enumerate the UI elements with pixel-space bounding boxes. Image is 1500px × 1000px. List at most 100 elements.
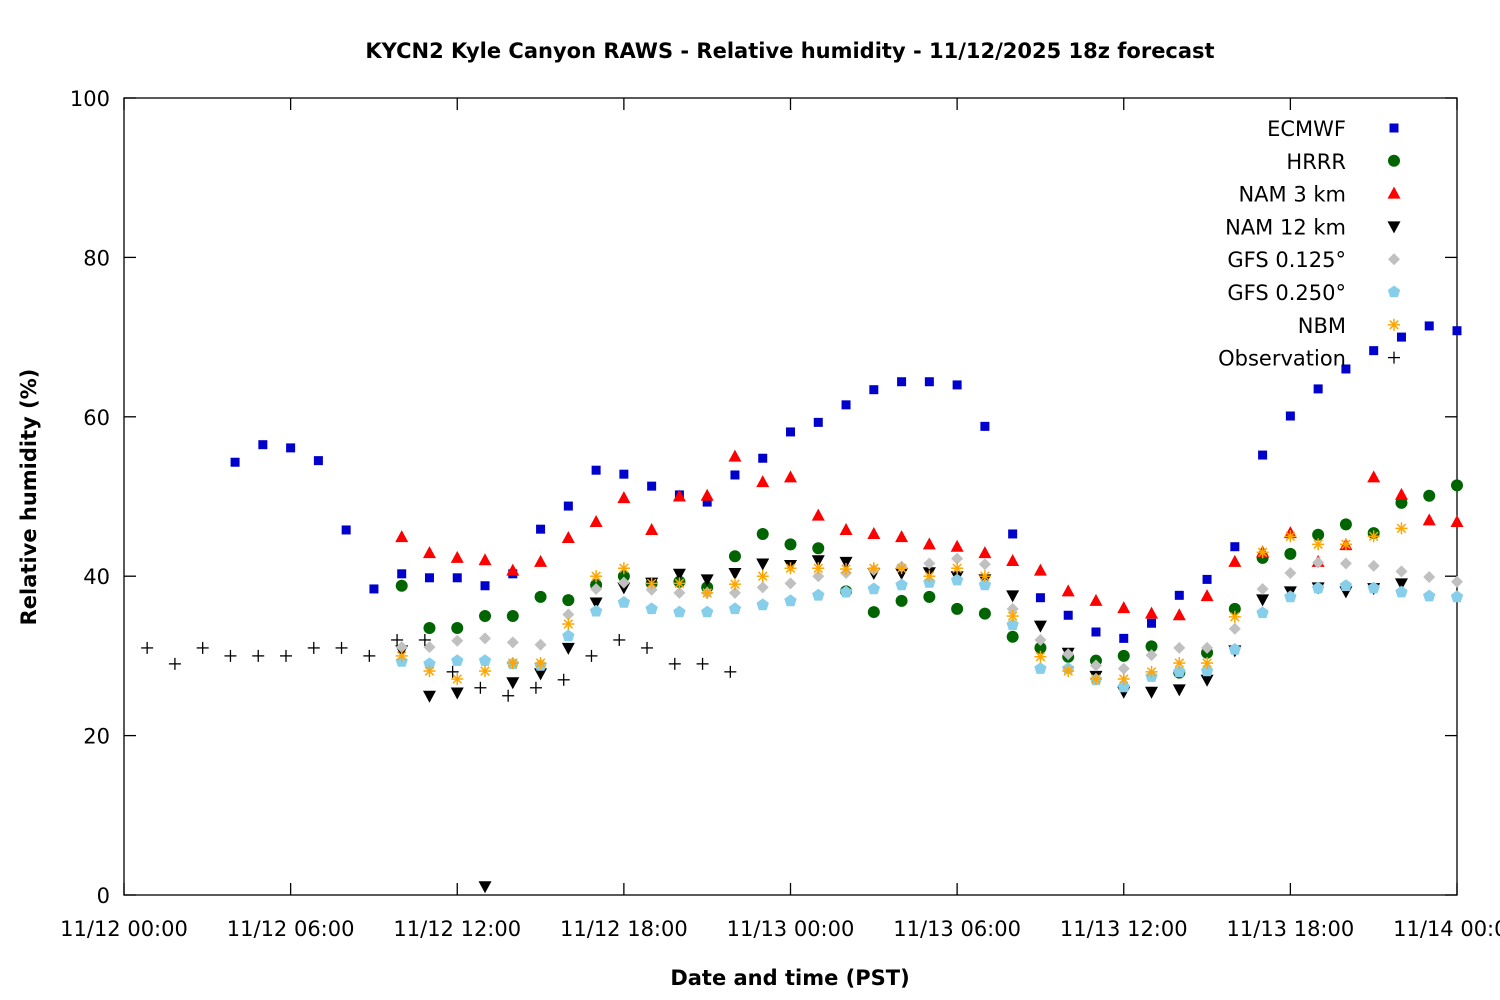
data-point-observation: [224, 649, 237, 662]
data-point-ecmwf: [369, 584, 379, 594]
data-point-nam-3-km: [867, 526, 881, 539]
data-point-ecmwf: [786, 427, 795, 437]
chart-title: KYCN2 Kyle Canyon RAWS - Relative humidi…: [365, 39, 1214, 63]
y-tick-label: 20: [83, 725, 110, 749]
data-point-gfs-0-125: [1173, 641, 1186, 654]
data-point-observation: [141, 641, 154, 654]
data-point-nbm: [1339, 538, 1352, 551]
data-point-gfs-0-125: [1395, 565, 1408, 578]
data-point-observation: [168, 657, 181, 670]
data-point-hrrr: [895, 594, 908, 607]
legend-label-gfs-0-125: GFS 0.125°: [1227, 248, 1346, 272]
data-point-gfs-0-125: [728, 586, 741, 599]
data-point-nbm: [1145, 665, 1158, 678]
data-point-nam-3-km: [645, 522, 659, 535]
data-point-ecmwf: [1008, 529, 1018, 539]
y-tick-label: 40: [83, 565, 110, 589]
legend-label-nam-12-km: NAM 12 km: [1225, 215, 1346, 239]
data-point-nam-3-km: [395, 530, 409, 543]
data-point-hrrr: [1034, 641, 1047, 654]
data-point-hrrr: [784, 538, 797, 551]
data-point-gfs-0-125: [1145, 649, 1158, 662]
x-tick-label: 11/13 00:00: [727, 917, 855, 941]
data-point-gfs-0-250: [1284, 590, 1297, 603]
data-point-nam-12-km: [756, 558, 770, 571]
legend-marker-hrrr: [1388, 154, 1400, 167]
data-point-gfs-0-250: [839, 585, 853, 598]
data-point-gfs-0-250: [1423, 589, 1436, 602]
data-point-hrrr: [978, 607, 991, 620]
data-point-gfs-0-250: [1117, 680, 1130, 693]
data-point-nam-3-km: [1228, 554, 1242, 567]
legend-label-observation: Observation: [1218, 347, 1346, 371]
data-point-nam-3-km: [1394, 487, 1408, 500]
data-point-nbm: [895, 562, 908, 575]
data-point-nbm: [1395, 522, 1408, 535]
data-point-ecmwf: [1258, 450, 1268, 460]
data-point-observation: [307, 641, 320, 654]
data-point-ecmwf: [1313, 384, 1323, 394]
data-point-nam-3-km: [1006, 554, 1020, 567]
data-point-gfs-0-125: [479, 632, 492, 645]
y-tick-label: 100: [70, 87, 110, 111]
data-point-nbm: [479, 665, 492, 678]
data-point-gfs-0-250: [812, 588, 825, 601]
data-point-gfs-0-125: [1034, 633, 1047, 646]
legend-marker-nbm: [1388, 318, 1400, 331]
data-point-gfs-0-250: [1228, 643, 1241, 655]
data-point-ecmwf: [1369, 346, 1379, 356]
data-point-gfs-0-250: [867, 582, 880, 595]
data-point-nam-3-km: [1367, 470, 1381, 483]
data-point-hrrr: [923, 590, 936, 603]
data-point-nam-12-km: [1394, 578, 1408, 591]
data-point-nam-3-km: [1450, 515, 1464, 528]
legend-marker-observation: [1388, 351, 1400, 364]
data-point-ecmwf: [758, 453, 768, 463]
data-point-hrrr: [1451, 479, 1463, 492]
data-point-nam-12-km: [839, 556, 853, 569]
data-point-nbm: [1006, 610, 1019, 623]
data-point-nbm: [534, 657, 547, 670]
data-point-observation: [418, 633, 431, 646]
data-point-observation: [724, 665, 737, 678]
data-point-gfs-0-125: [506, 636, 519, 649]
data-point-gfs-0-125: [534, 638, 547, 651]
data-point-hrrr: [1284, 547, 1297, 560]
data-point-nam-3-km: [1089, 593, 1103, 606]
data-point-gfs-0-250: [784, 594, 797, 607]
data-point-gfs-0-250: [1339, 579, 1353, 591]
data-point-hrrr: [534, 590, 547, 603]
data-point-nam-12-km: [672, 568, 686, 581]
data-point-hrrr: [756, 527, 769, 540]
y-tick-label: 0: [97, 884, 110, 908]
data-point-gfs-0-125: [1228, 622, 1241, 635]
data-point-gfs-0-125: [451, 634, 464, 647]
data-point-nam-3-km: [561, 530, 575, 543]
data-point-nam-12-km: [1200, 674, 1214, 687]
data-point-nam-3-km: [534, 554, 548, 567]
data-point-gfs-0-250: [1200, 664, 1214, 677]
x-tick-label: 11/12 18:00: [560, 917, 688, 941]
data-point-gfs-0-125: [951, 552, 964, 565]
data-point-ecmwf: [563, 501, 573, 511]
data-point-ecmwf: [897, 377, 907, 387]
data-point-nbm: [951, 562, 964, 575]
data-point-nbm: [451, 673, 464, 686]
data-point-gfs-0-250: [728, 602, 742, 615]
y-tick-label: 60: [83, 406, 110, 430]
data-point-gfs-0-250: [1256, 606, 1269, 619]
data-point-gfs-0-125: [562, 608, 575, 621]
data-point-nam-12-km: [1256, 594, 1270, 607]
data-point-nam-3-km: [1145, 606, 1159, 619]
data-point-nam-12-km: [1033, 620, 1047, 633]
data-point-observation: [279, 649, 292, 662]
data-point-nam-3-km: [839, 522, 853, 535]
data-point-gfs-0-125: [812, 570, 825, 583]
data-point-observation: [335, 641, 348, 654]
x-axis-label: Date and time (PST): [670, 966, 909, 990]
data-point-nbm: [1117, 673, 1130, 686]
data-point-nbm: [590, 570, 603, 583]
data-point-gfs-0-125: [423, 641, 436, 654]
